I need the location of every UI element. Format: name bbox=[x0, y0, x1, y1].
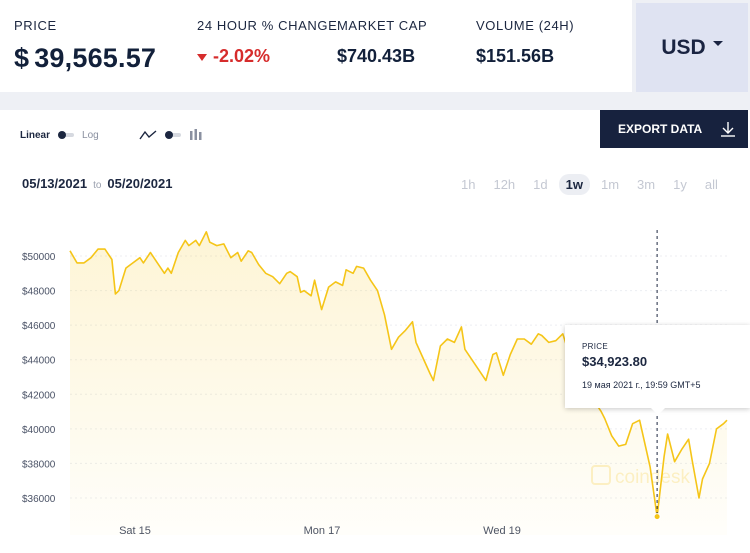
volume-stat: VOLUME (24H) $151.56B bbox=[476, 18, 574, 67]
chart-type-toggle-knob bbox=[164, 131, 173, 139]
price-chart[interactable]: $36000 $38000 $40000 $42000 $44000 $46000 $480… bbox=[0, 110, 750, 553]
y-tick-label: $40000 bbox=[22, 425, 56, 436]
y-tick-label: $42000 bbox=[22, 390, 56, 401]
price-tooltip: PRICE $34,923.80 19 мая 2021 г., 19:59 G… bbox=[565, 325, 750, 415]
range-1w[interactable]: 1w bbox=[558, 174, 590, 195]
scale-toggle-knob bbox=[58, 131, 67, 139]
down-triangle-icon bbox=[197, 53, 207, 61]
change-amount: -2.02% bbox=[213, 46, 271, 66]
range-1y[interactable]: 1y bbox=[673, 177, 687, 192]
export-label: EXPORT DATA bbox=[618, 122, 703, 136]
time-range-selector: 1h 12h 1d 1w 1m 3m 1y all bbox=[454, 174, 729, 195]
price-area bbox=[70, 231, 727, 536]
price-label: PRICE bbox=[14, 18, 57, 33]
log-label[interactable]: Log bbox=[82, 129, 99, 141]
range-1m[interactable]: 1m bbox=[600, 177, 620, 192]
date-to-word: to bbox=[93, 180, 102, 191]
market-cap-label: MARKET CAP bbox=[337, 18, 428, 33]
price-value: $39,565.57 bbox=[14, 43, 156, 74]
tooltip-arrow bbox=[651, 408, 665, 415]
linear-label[interactable]: Linear bbox=[20, 129, 51, 141]
currency-dropdown[interactable]: USD bbox=[636, 3, 748, 92]
coindesk-logo-icon bbox=[591, 465, 611, 485]
price-amount: 39,565.57 bbox=[34, 43, 157, 73]
change-value: -2.02% bbox=[197, 46, 337, 67]
range-12h[interactable]: 12h bbox=[493, 177, 516, 192]
range-3m[interactable]: 3m bbox=[637, 177, 656, 192]
change-stat: 24 HOUR % CHANGE -2.02% bbox=[197, 18, 337, 67]
range-all[interactable]: all bbox=[704, 177, 718, 192]
currency-value: USD bbox=[661, 35, 706, 59]
market-cap-stat: MARKET CAP $740.43B bbox=[337, 18, 427, 67]
price-currency: $ bbox=[14, 43, 30, 73]
stats-bar: PRICE $39,565.57 24 HOUR % CHANGE -2.02%… bbox=[0, 0, 632, 92]
date-range: 05/13/2021 to 05/20/2021 bbox=[22, 176, 173, 191]
caret-down-icon bbox=[712, 41, 723, 46]
y-axis-ticks: $36000 $38000 $40000 $42000 $44000 $46000 $480… bbox=[22, 252, 56, 505]
tooltip-price: $34,923.80 bbox=[582, 354, 648, 369]
download-icon bbox=[721, 122, 736, 137]
watermark-text: coindesk bbox=[615, 467, 690, 488]
y-tick-label: $36000 bbox=[22, 494, 56, 505]
volume-label: VOLUME (24H) bbox=[476, 18, 575, 33]
y-tick-label: $48000 bbox=[22, 287, 56, 298]
export-data-button[interactable]: EXPORT DATA bbox=[600, 110, 748, 148]
range-1d[interactable]: 1d bbox=[533, 177, 548, 192]
hover-point bbox=[653, 513, 661, 521]
range-1h[interactable]: 1h bbox=[461, 177, 476, 192]
y-tick-label: $38000 bbox=[22, 459, 56, 470]
change-label: 24 HOUR % CHANGE bbox=[197, 18, 338, 33]
tooltip-label: PRICE bbox=[582, 342, 608, 351]
tooltip-date: 19 мая 2021 г., 19:59 GMT+5 bbox=[582, 380, 701, 390]
scale-toggle[interactable] bbox=[58, 131, 75, 139]
price-stat: PRICE $39,565.57 bbox=[14, 18, 156, 74]
chart-type-controls bbox=[139, 128, 203, 142]
date-from[interactable]: 05/13/2021 bbox=[22, 176, 88, 191]
watermark: coindesk bbox=[591, 465, 690, 488]
chart-type-toggle[interactable] bbox=[164, 131, 181, 139]
scale-controls: Linear Log bbox=[20, 128, 203, 142]
y-tick-label: $44000 bbox=[22, 356, 56, 367]
y-tick-label: $50000 bbox=[22, 252, 56, 263]
date-to[interactable]: 05/20/2021 bbox=[107, 176, 173, 191]
candlestick-icon[interactable] bbox=[189, 128, 203, 142]
y-tick-label: $46000 bbox=[22, 321, 56, 332]
line-chart-icon[interactable] bbox=[139, 129, 157, 141]
market-cap-value: $740.43B bbox=[337, 46, 416, 66]
price-line bbox=[69, 231, 728, 518]
volume-value: $151.56B bbox=[476, 46, 555, 66]
